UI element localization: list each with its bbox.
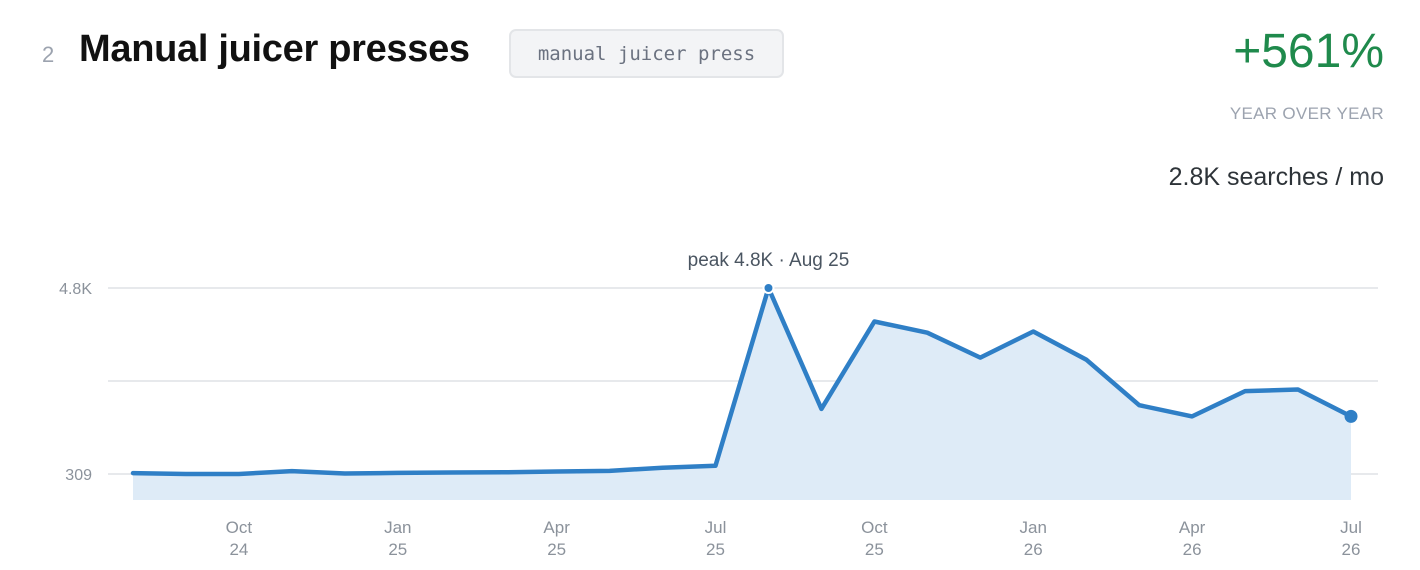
data-point-0 [131, 471, 135, 475]
x-tick-month-5: Jan [1020, 518, 1047, 537]
data-point-3 [290, 469, 294, 473]
x-tick-month-1: Jan [384, 518, 411, 537]
x-tick-month-6: Apr [1179, 518, 1206, 537]
data-point-22 [1296, 387, 1300, 391]
x-tick-year-4: 25 [865, 540, 884, 559]
data-point-21 [1243, 389, 1247, 393]
series-line [130, 285, 1354, 477]
area-fill [133, 288, 1351, 500]
last-point-marker [1344, 409, 1358, 423]
data-point-18 [1084, 357, 1088, 361]
growth-label: YEAR OVER YEAR [1229, 104, 1384, 123]
data-point-20 [1190, 414, 1194, 418]
data-point-4 [343, 471, 347, 475]
x-tick-month-7: Jul [1340, 518, 1362, 537]
data-point-17 [1031, 329, 1035, 333]
keyword-tag[interactable]: manual juicer press [509, 29, 784, 78]
data-point-9 [607, 469, 611, 473]
y-tick-label-1: 4.8K [59, 281, 92, 298]
y-tick-label-0: 309 [65, 467, 92, 484]
data-point-6 [449, 470, 453, 474]
x-tick-year-0: 24 [229, 540, 248, 559]
data-point-1 [184, 472, 188, 476]
rank-number: 2 [42, 42, 55, 67]
x-tick-month-4: Oct [861, 518, 888, 537]
peak-label: peak 4.8K · Aug 25 [688, 250, 850, 271]
data-point-15 [925, 331, 929, 335]
x-tick-year-6: 26 [1183, 540, 1202, 559]
x-tick-year-3: 25 [706, 540, 725, 559]
x-tick-year-1: 25 [388, 540, 407, 559]
data-point-2 [237, 472, 241, 476]
data-point-16 [978, 355, 982, 359]
growth-value: +561% [1233, 25, 1384, 78]
data-point-19 [1137, 403, 1141, 407]
data-point-7 [501, 470, 505, 474]
data-point-8 [554, 469, 558, 473]
data-point-5 [396, 471, 400, 475]
x-tick-year-7: 26 [1342, 540, 1361, 559]
data-point-11 [713, 463, 717, 467]
x-tick-month-2: Apr [543, 518, 570, 537]
data-point-14 [872, 319, 876, 323]
x-tick-month-3: Jul [705, 518, 727, 537]
x-tick-month-0: Oct [226, 518, 253, 537]
x-tick-year-2: 25 [547, 540, 566, 559]
data-point-13 [819, 407, 823, 411]
x-tick-year-5: 26 [1024, 540, 1043, 559]
data-point-10 [660, 466, 664, 470]
peak-marker [762, 282, 775, 294]
page-title: Manual juicer presses [79, 28, 470, 70]
search-volume: 2.8K searches / mo [1168, 163, 1384, 191]
